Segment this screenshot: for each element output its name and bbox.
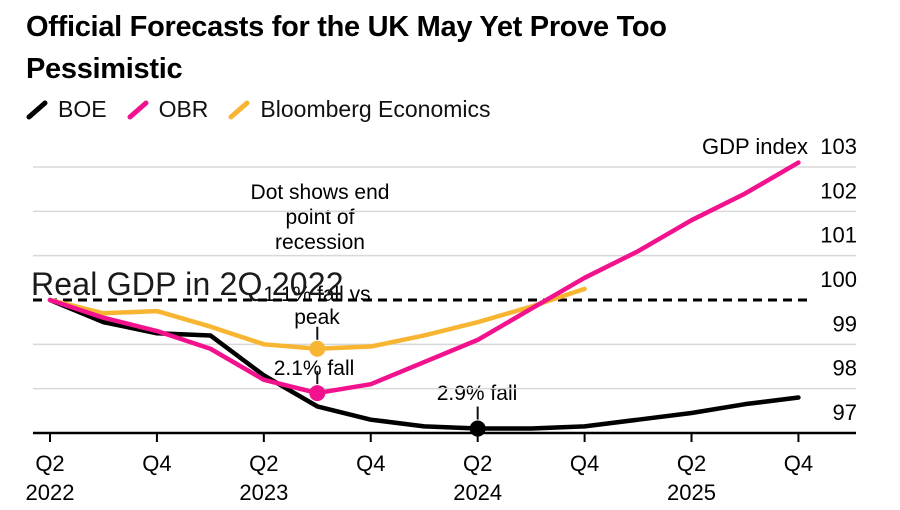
chart-title: Official Forecasts for the UK May Yet Pr… [26, 6, 667, 90]
x-tick-label-6: Q4 [356, 451, 385, 476]
chart-title-line1: Official Forecasts for the UK May Yet Pr… [26, 11, 667, 43]
series-line-obr [47, 160, 801, 396]
legend: BOE OBR Bloomberg Economics [26, 96, 491, 123]
legend-label-boe: BOE [58, 96, 107, 122]
x-year-label-2025: 2025 [667, 480, 716, 505]
y-tick-label-103: 103 [820, 134, 857, 159]
x-tick-label-10: Q4 [570, 451, 599, 476]
chart-title-line2: Pessimistic [26, 53, 183, 85]
x-year-label-2023: 2023 [239, 480, 288, 505]
legend-item-boe: BOE [26, 96, 107, 123]
dot-note-line1: Dot shows end [250, 181, 390, 204]
y-tick-label-100: 100 [820, 267, 857, 292]
x-tick-label-8: Q2 [463, 451, 492, 476]
y-axis-title: GDP index [702, 134, 808, 159]
y-tick-label-102: 102 [820, 178, 857, 203]
x-tick-label-12: Q2 [677, 451, 706, 476]
end-dot-boe [469, 420, 486, 437]
x-tick-label-4: Q2 [249, 451, 278, 476]
legend-item-obr: OBR [127, 96, 209, 123]
legend-item-bloomberg-economics: Bloomberg Economics [228, 96, 491, 123]
boe-fall-annotation: 2.9% fall [436, 382, 518, 405]
y-tick-label-97: 97 [833, 400, 857, 425]
x-tick-label-2: Q4 [142, 451, 171, 476]
legend-label-obr: OBR [158, 96, 209, 122]
boe-slash-icon [26, 100, 48, 119]
x-year-label-2022: 2022 [26, 480, 75, 505]
dot-note-line3: recession [275, 231, 365, 254]
baseline-label: Real GDP in 2Q 2022 [31, 266, 344, 302]
x-tick-label-14: Q4 [784, 451, 813, 476]
x-tick-label-0: Q2 [35, 451, 64, 476]
y-tick-label-98: 98 [833, 356, 857, 381]
series-line-boe [47, 297, 801, 431]
y-tick-label-101: 101 [820, 223, 857, 248]
bloomberg-economics-slash-icon [228, 100, 250, 119]
obr-fall-annotation: 2.1% fall [273, 357, 355, 380]
y-tick-label-99: 99 [833, 311, 857, 336]
bbg-fall-line2: peak [294, 306, 340, 329]
end-dot-bloomberg-economics [309, 340, 326, 357]
obr-slash-icon [127, 100, 149, 119]
legend-label-bloomberg-economics: Bloomberg Economics [260, 96, 491, 122]
x-year-label-2024: 2024 [453, 480, 502, 505]
end-dot-obr [309, 385, 326, 402]
